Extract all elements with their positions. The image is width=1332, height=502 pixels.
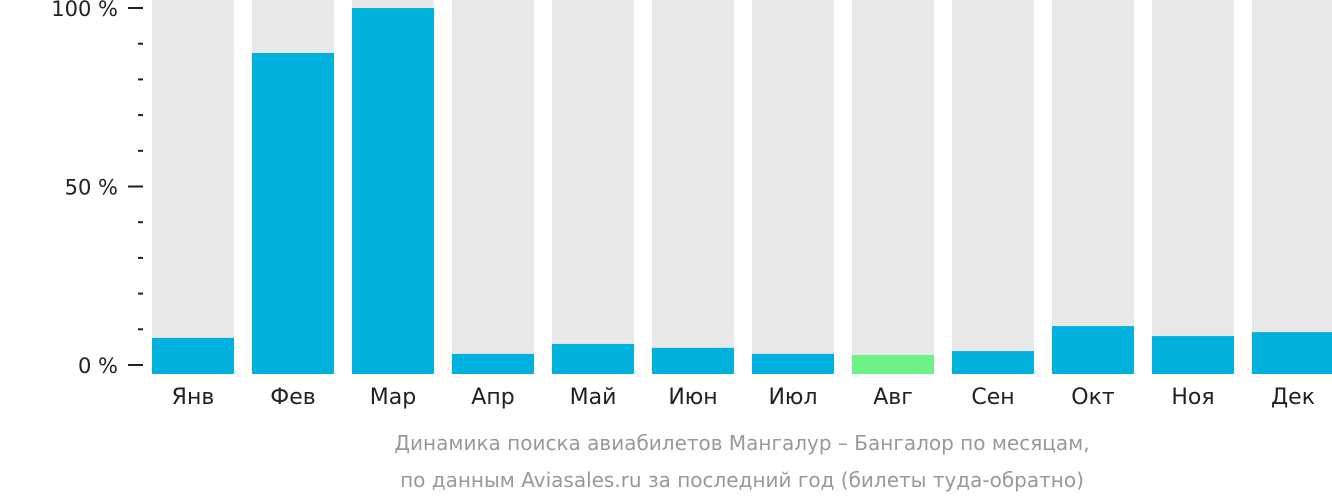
bar-background [1052,0,1134,374]
x-axis-labels: Янв Фев Мар Апр Май Июн Июл Авг Сен Окт Ноя Дек [172,385,1315,410]
bar-background [652,0,734,374]
bar-10 [1152,336,1234,374]
y-tick-label: 0 % [78,354,118,378]
bar-background [952,0,1034,374]
bar-9 [1052,326,1134,374]
x-tick-label: Мар [370,385,416,410]
bar-5 [652,347,734,374]
bar-3 [452,353,534,374]
bar-background [552,0,634,374]
chart-subtitle: по данным Aviasales.ru за последний год … [400,468,1084,492]
bar-11 [1252,332,1332,374]
bar-background [1252,0,1332,374]
bar-1 [252,52,334,375]
bar-0 [152,337,234,374]
x-tick-label: Апр [471,385,514,410]
chart-title: Динамика поиска авиабилетов Мангалур – Б… [394,431,1089,455]
bars [152,0,1332,375]
bar-background [752,0,834,374]
x-tick-label: Май [570,385,617,410]
bar-background [152,0,234,374]
x-tick-label: Окт [1071,385,1115,410]
bar-background [1152,0,1234,374]
bar-8 [952,351,1034,374]
bar-background [452,0,534,374]
bar-4 [552,343,634,374]
x-tick-label: Июн [668,385,717,410]
y-tick-label: 100 % [51,0,118,21]
x-tick-label: Авг [873,385,913,410]
y-tick-label: 50 % [65,176,118,200]
bar-background [852,0,934,374]
x-tick-label: Сен [971,385,1014,410]
x-tick-label: Ноя [1171,385,1214,410]
x-tick-label: Дек [1271,385,1315,410]
bar-7 [852,355,934,374]
y-axis: 0 % 50 % 100 % [51,0,143,378]
x-tick-label: Янв [172,385,215,410]
bar-2 [352,8,434,374]
bar-6 [752,353,834,374]
x-tick-label: Фев [270,385,315,410]
x-tick-label: Июл [768,385,817,410]
